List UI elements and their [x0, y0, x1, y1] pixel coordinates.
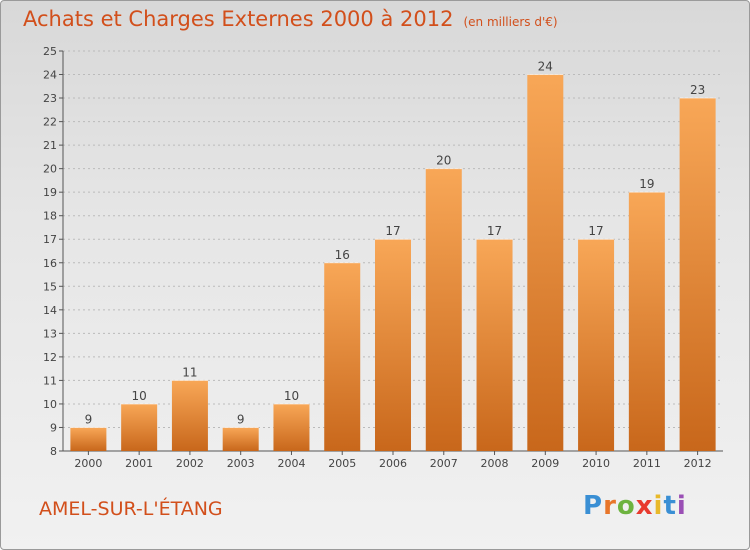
bar-value-label: 24	[538, 60, 553, 74]
y-tick-label: 20	[43, 163, 57, 176]
bar-layer	[70, 74, 716, 452]
x-tick-label: 2005	[328, 457, 356, 470]
y-tick-label: 16	[43, 257, 57, 270]
bar-value-label: 20	[436, 154, 451, 168]
y-tick-label: 10	[43, 398, 57, 411]
y-tick-label: 21	[43, 139, 57, 152]
logo-letter: r	[603, 491, 617, 521]
y-tick-label: 11	[43, 374, 57, 387]
y-tick-label: 24	[43, 69, 57, 82]
y-tick-label: 13	[43, 327, 57, 340]
x-tick-label: 2003	[227, 457, 255, 470]
bar	[578, 239, 615, 451]
y-tick-label: 17	[43, 233, 57, 246]
logo-letter: i	[653, 491, 664, 521]
x-tick-label: 2009	[531, 457, 559, 470]
bar	[121, 403, 158, 451]
x-tick-label: 2006	[379, 457, 407, 470]
logo-letter: x	[635, 491, 654, 521]
bar-value-label: 9	[237, 412, 245, 426]
logo-letter: P	[583, 491, 604, 521]
bar	[375, 239, 411, 451]
y-tick-label: 8	[50, 445, 57, 458]
bar	[425, 168, 462, 451]
y-tick-label: 19	[43, 186, 57, 199]
label-layer: 9 2000 10 2001 11 2002 9 2003 10 2004 16 2005 17 2006…	[74, 60, 711, 470]
bar-value-label: 23	[690, 83, 705, 97]
bar	[527, 74, 564, 451]
commune-name: AMEL-SUR-L'ÉTANG	[39, 498, 223, 520]
y-tick-label: 22	[43, 116, 57, 129]
bar-value-label: 10	[284, 389, 299, 403]
y-tick-label: 23	[43, 92, 57, 105]
y-tick-label: 14	[43, 304, 57, 317]
bar	[273, 403, 310, 451]
y-tick-label: 25	[43, 45, 57, 58]
bar	[222, 427, 259, 451]
bar-value-label: 11	[182, 365, 197, 379]
bar	[70, 427, 107, 451]
x-tick-label: 2000	[74, 457, 102, 470]
chart-title: Achats et Charges Externes 2000 à 2012 (e…	[23, 7, 558, 31]
bar-value-label: 10	[132, 389, 147, 403]
y-tick-label: 12	[43, 351, 57, 364]
x-tick-label: 2012	[684, 457, 712, 470]
y-tick-label: 15	[43, 280, 57, 293]
x-tick-label: 2001	[125, 457, 153, 470]
bar	[628, 192, 665, 452]
bar	[171, 380, 208, 451]
proxiti-logo[interactable]: Proxiti	[583, 491, 687, 521]
bar-value-label: 19	[639, 177, 654, 191]
x-tick-label: 2007	[430, 457, 458, 470]
bar-value-label: 9	[85, 412, 93, 426]
x-tick-label: 2010	[582, 457, 610, 470]
x-tick-label: 2004	[277, 457, 305, 470]
y-tick-label: 9	[50, 421, 57, 434]
bar	[324, 262, 361, 451]
logo-letter: o	[616, 491, 636, 521]
bar-value-label: 17	[588, 224, 603, 238]
chart-title-text: Achats et Charges Externes 2000 à 2012	[23, 7, 454, 31]
x-tick-label: 2002	[176, 457, 204, 470]
bar	[476, 239, 513, 451]
x-tick-label: 2008	[481, 457, 509, 470]
bar	[679, 98, 716, 451]
y-tick-label: 18	[43, 210, 57, 223]
chart-subtitle: (en milliers d'€)	[463, 15, 558, 29]
x-tick-label: 2011	[633, 457, 661, 470]
bar-value-label: 16	[335, 248, 350, 262]
bar-value-label: 17	[487, 224, 502, 238]
logo-letter: t	[663, 491, 677, 521]
bar-value-label: 17	[385, 224, 400, 238]
logo-letter: i	[676, 491, 687, 521]
